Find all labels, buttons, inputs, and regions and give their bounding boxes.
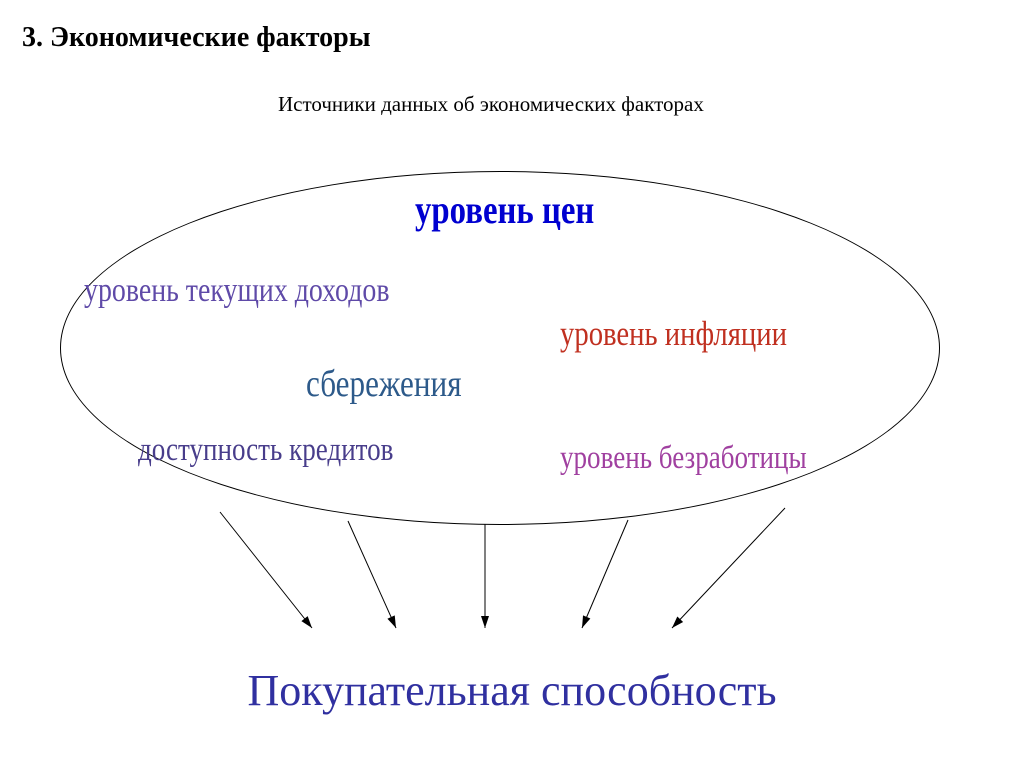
label-price-level: уровень цен	[415, 186, 594, 233]
bottom-label-purchasing-power: Покупательная способность	[112, 665, 912, 716]
label-unemployment: уровень безработицы	[560, 440, 807, 477]
page-subheading: Источники данных об экономических фактор…	[278, 92, 704, 117]
page-heading: 3. Экономические факторы	[22, 22, 371, 54]
label-credit-access: доступность кредитов	[138, 432, 393, 469]
label-income-level: уровень текущих доходов	[84, 272, 389, 310]
label-savings: сбережения	[306, 362, 462, 406]
label-inflation-level: уровень инфляции	[560, 314, 787, 354]
